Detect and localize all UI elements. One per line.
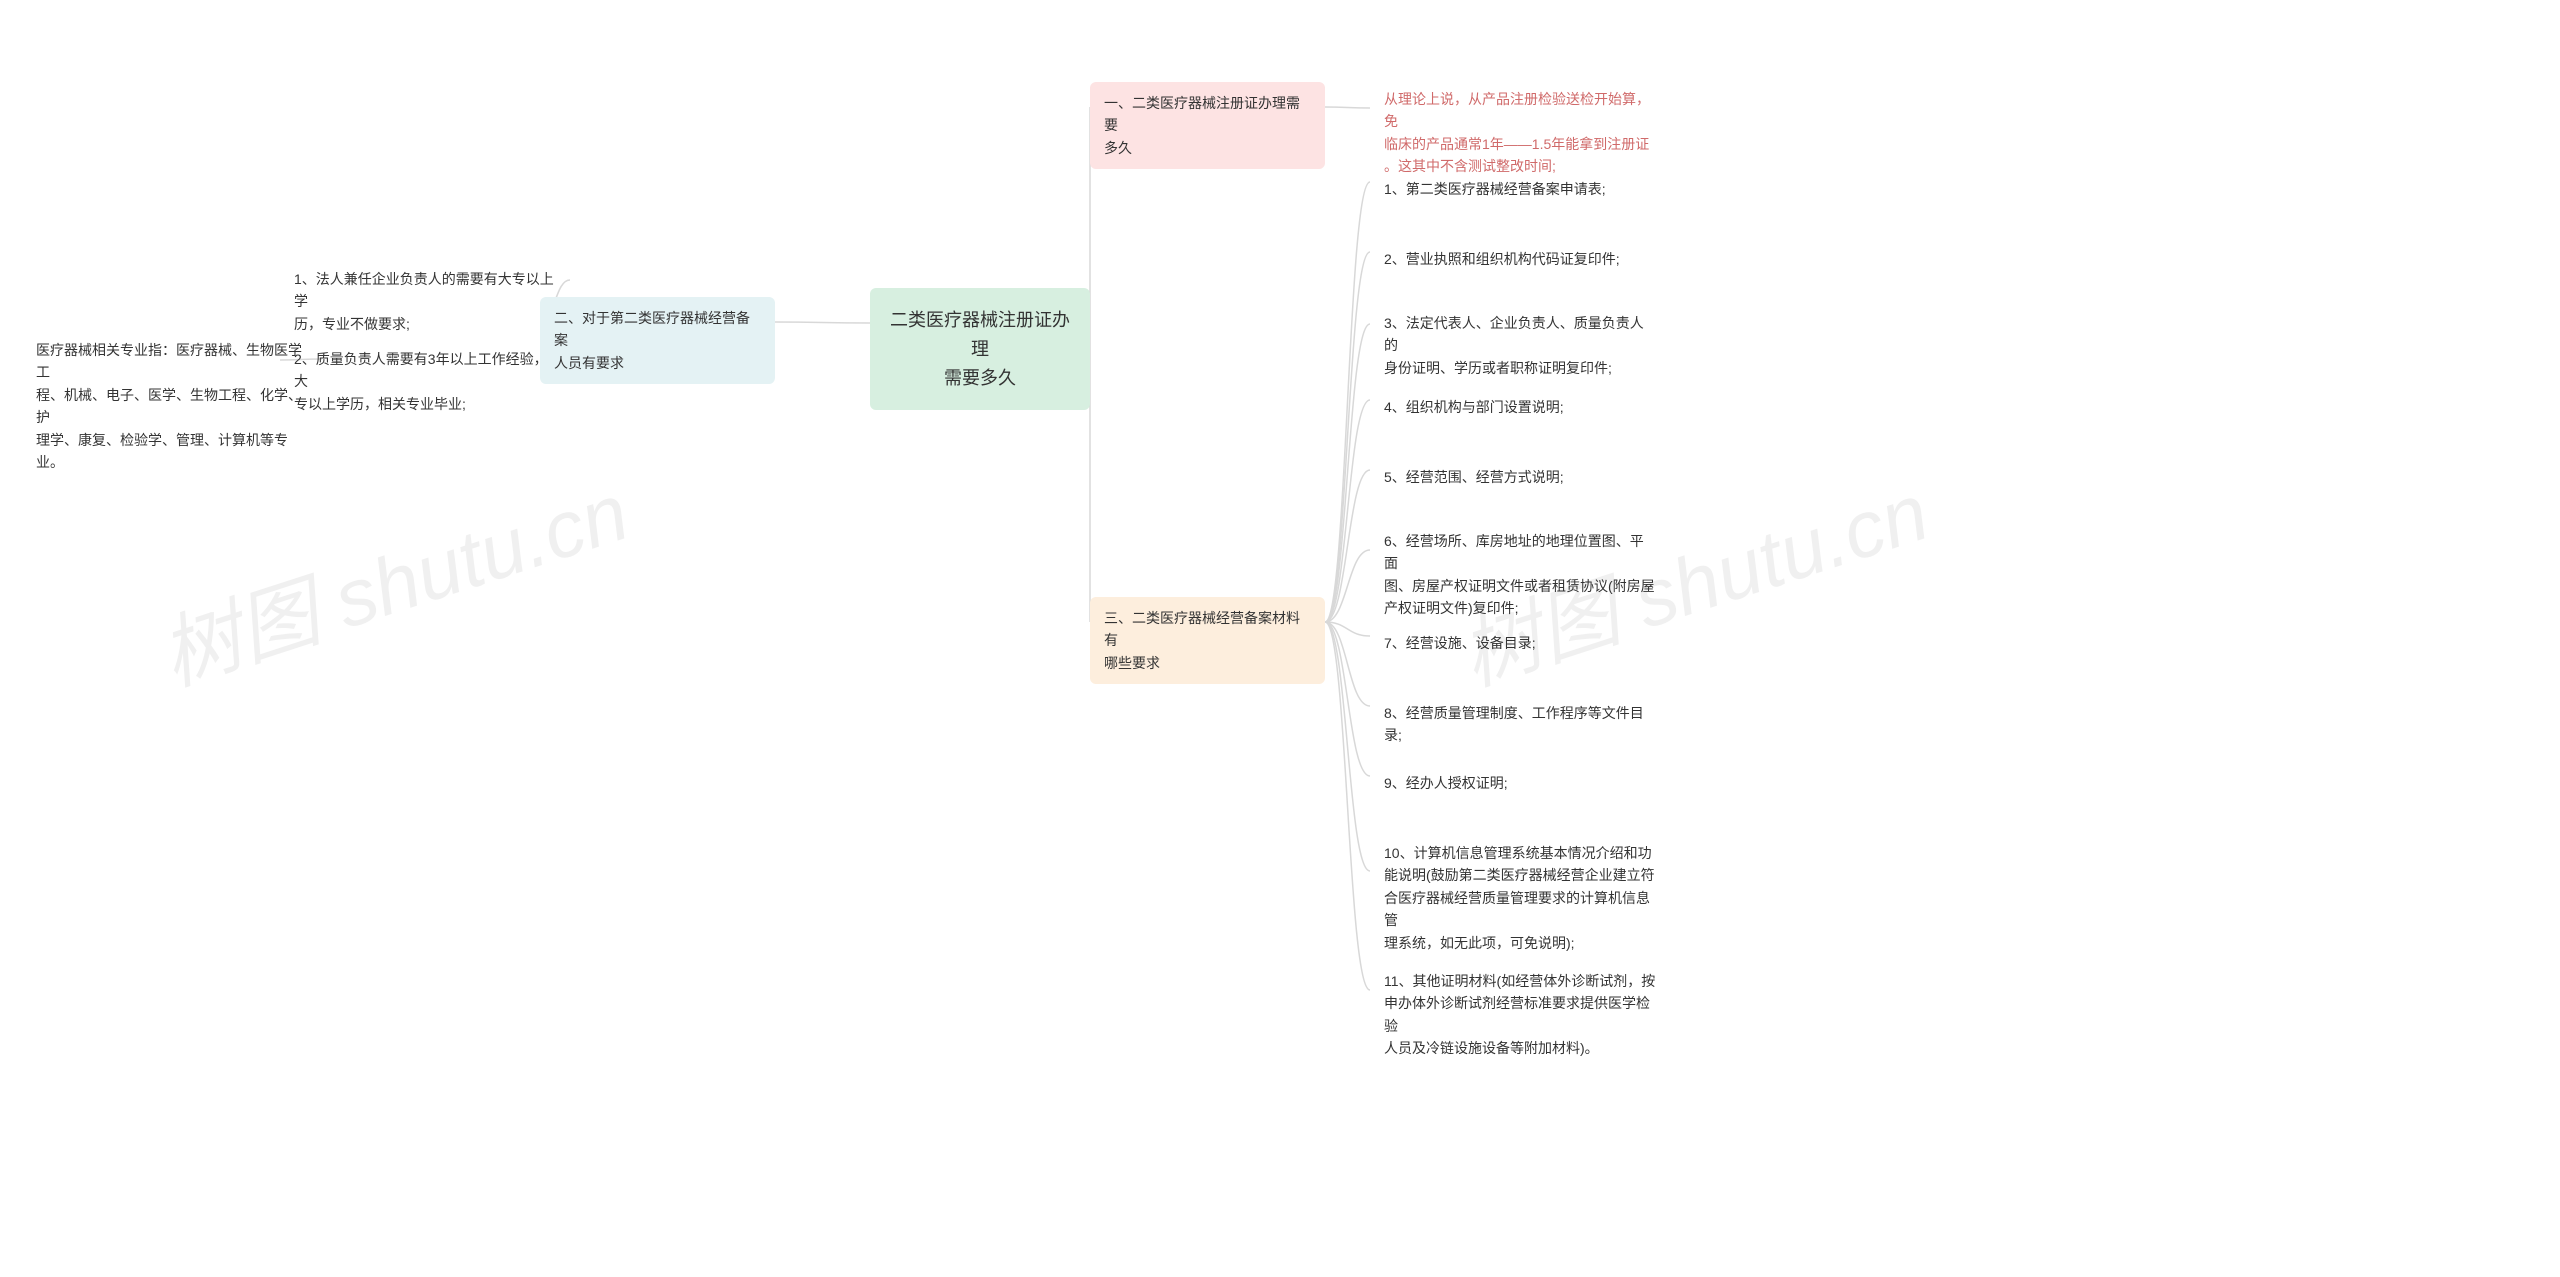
watermark: 树图 shutu.cn	[144, 448, 641, 708]
leaf-node: 11、其他证明材料(如经营体外诊断试剂，按申办体外诊断试剂经营标准要求提供医学检…	[1370, 960, 1670, 1070]
leaf-node: 2、营业执照和组织机构代码证复印件;	[1370, 238, 1670, 280]
leaf-node: 4、组织机构与部门设置说明;	[1370, 386, 1670, 428]
leaf-node: 1、法人兼任企业负责人的需要有大专以上学历，专业不做要求;	[280, 258, 570, 345]
leaf-node: 1、第二类医疗器械经营备案申请表;	[1370, 168, 1670, 210]
branch-node: 二、对于第二类医疗器械经营备案人员有要求	[540, 297, 775, 384]
leaf-node: 2、质量负责人需要有3年以上工作经验，大专以上学历，相关专业毕业;	[280, 338, 570, 425]
root-node: 二类医疗器械注册证办理需要多久	[870, 288, 1090, 410]
leaf-node: 8、经营质量管理制度、工作程序等文件目录;	[1370, 692, 1670, 757]
leaf-node: 7、经营设施、设备目录;	[1370, 622, 1670, 664]
leaf-node: 3、法定代表人、企业负责人、质量负责人的身份证明、学历或者职称证明复印件;	[1370, 302, 1670, 389]
leaf-node: 医疗器械相关专业指：医疗器械、生物医学工程、机械、电子、医学、生物工程、化学、护…	[22, 329, 322, 483]
branch-node: 一、二类医疗器械注册证办理需要多久	[1090, 82, 1325, 169]
leaf-node: 10、计算机信息管理系统基本情况介绍和功能说明(鼓励第二类医疗器械经营企业建立符…	[1370, 832, 1670, 964]
leaf-node: 9、经办人授权证明;	[1370, 762, 1670, 804]
leaf-node: 6、经营场所、库房地址的地理位置图、平面图、房屋产权证明文件或者租赁协议(附房屋…	[1370, 520, 1670, 630]
leaf-node: 5、经营范围、经营方式说明;	[1370, 456, 1670, 498]
branch-node: 三、二类医疗器械经营备案材料有哪些要求	[1090, 597, 1325, 684]
